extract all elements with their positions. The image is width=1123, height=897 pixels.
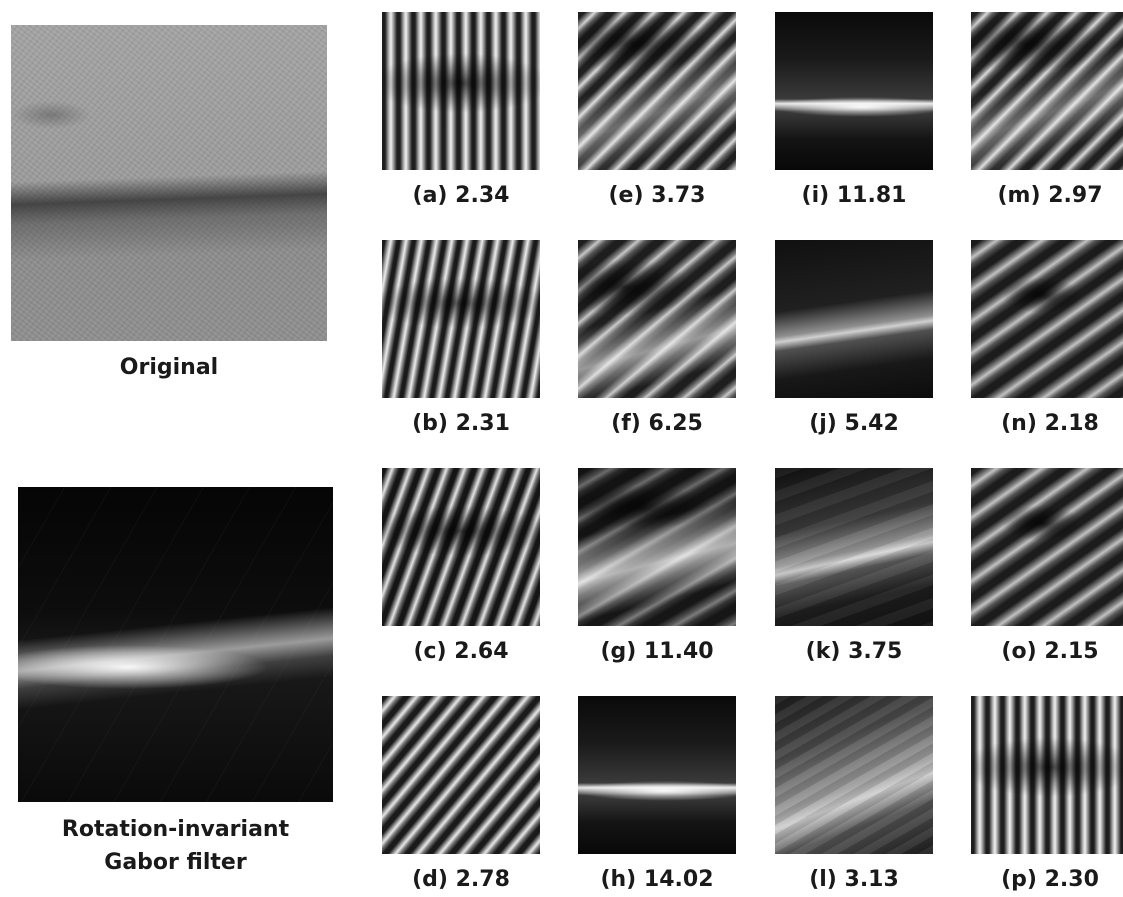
tile-label: (g) 11.40 [578,639,736,664]
tile-score: 5.42 [844,411,899,436]
tile-label: (i) 11.81 [775,183,933,208]
filter-tile [775,696,933,854]
tile-label: (p) 2.30 [971,867,1123,892]
tile-label: (h) 14.02 [578,867,736,892]
tile-letter: (b) [412,411,448,436]
filter-tile [971,696,1123,854]
tile-label: (n) 2.18 [971,411,1123,436]
filter-tile [775,240,933,398]
tile-letter: (g) [600,639,637,664]
tile-label: (j) 5.42 [775,411,933,436]
tile-letter: (l) [809,867,837,892]
tile-letter: (k) [805,639,841,664]
tile-score: 3.73 [651,183,706,208]
tile-label: (m) 2.97 [971,183,1123,208]
filter-tile [971,468,1123,626]
tile-label: (b) 2.31 [382,411,540,436]
tile-label: (f) 6.25 [578,411,736,436]
tile-label: (c) 2.64 [382,639,540,664]
tile-score: 14.02 [643,867,714,892]
tile-letter: (p) [1001,867,1037,892]
tile-label: (l) 3.13 [775,867,933,892]
filter-tile [578,696,736,854]
tile-score: 6.25 [648,411,703,436]
tile-letter: (i) [801,183,830,208]
gabor-caption-line1: Rotation-invariant [61,817,290,842]
tile-score: 11.81 [836,183,907,208]
tile-label: (e) 3.73 [578,183,736,208]
tile-letter: (d) [412,867,448,892]
tile-score: 2.31 [455,411,510,436]
tile-score: 2.78 [455,867,510,892]
gabor-caption-line2: Gabor filter [104,850,247,875]
tile-score: 3.75 [848,639,903,664]
tile-letter: (o) [1001,639,1037,664]
filter-tile [382,12,540,170]
tile-label: (a) 2.34 [382,183,540,208]
tile-letter: (f) [611,411,641,436]
filter-tile [578,240,736,398]
tile-score: 2.18 [1044,411,1099,436]
filter-tile [382,468,540,626]
filter-tile [578,12,736,170]
filter-tile [971,12,1123,170]
filter-tile [775,468,933,626]
filter-tile [382,240,540,398]
tile-score: 2.34 [455,183,510,208]
tile-letter: (n) [1001,411,1037,436]
tile-score: 11.40 [643,639,714,664]
tile-letter: (j) [809,411,837,436]
filter-tile [971,240,1123,398]
original-image [11,25,327,341]
tile-score: 2.64 [454,639,509,664]
tile-letter: (h) [600,867,637,892]
tile-score: 2.30 [1044,867,1099,892]
filter-tile [578,468,736,626]
tile-label: (o) 2.15 [971,639,1123,664]
tile-letter: (c) [413,639,447,664]
tile-score: 2.15 [1044,639,1099,664]
original-caption: Original [119,355,219,380]
tile-score: 2.97 [1048,183,1103,208]
tile-letter: (m) [997,183,1041,208]
tile-score: 3.13 [844,867,899,892]
filter-tile [775,12,933,170]
tile-label: (k) 3.75 [775,639,933,664]
tile-letter: (e) [608,183,644,208]
tile-letter: (a) [412,183,448,208]
gabor-filter-image [18,487,333,802]
filter-tile [382,696,540,854]
tile-label: (d) 2.78 [382,867,540,892]
